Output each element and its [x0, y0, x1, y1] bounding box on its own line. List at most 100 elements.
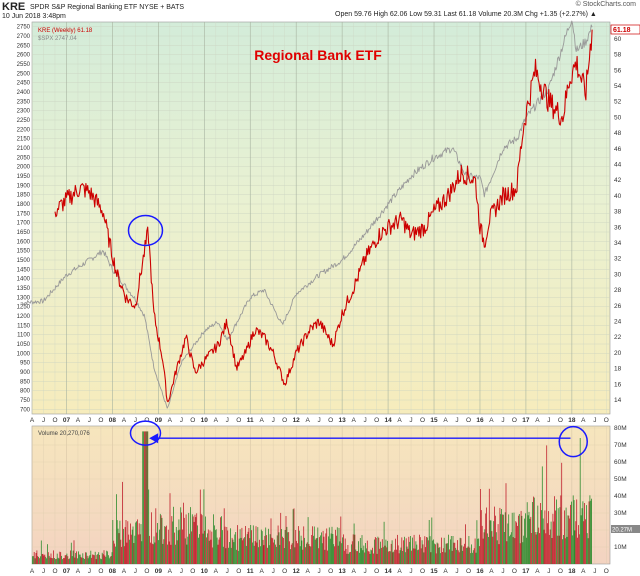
- volume-bar: [379, 548, 381, 564]
- volume-bar: [566, 536, 568, 564]
- volume-bar: [561, 462, 563, 564]
- volume-bar: [336, 527, 338, 564]
- x-tick-label: 09: [155, 568, 163, 575]
- volume-bar: [223, 508, 225, 564]
- x-tick-label: J: [134, 417, 137, 424]
- y-left-tick-label: 1050: [17, 342, 31, 348]
- y-right-tick-label: 38: [614, 209, 622, 216]
- x-tick-label: O: [190, 417, 195, 424]
- volume-bar: [404, 536, 405, 564]
- volume-bar: [366, 548, 367, 564]
- x-tick-label: O: [236, 417, 241, 424]
- volume-bar: [288, 532, 290, 564]
- volume-bar: [328, 527, 330, 564]
- volume-bar: [167, 529, 169, 564]
- volume-bar: [503, 532, 505, 564]
- legend-spx: $SPX 2747.04: [38, 36, 77, 42]
- volume-bar: [433, 539, 434, 564]
- y-left-tick-label: 950: [20, 361, 31, 367]
- volume-bar: [542, 518, 544, 564]
- volume-bar: [530, 516, 532, 564]
- volume-bar: [356, 551, 358, 564]
- volume-bar: [431, 517, 433, 564]
- volume-bar: [232, 539, 234, 564]
- volume-bar: [393, 551, 395, 564]
- volume-bar: [63, 558, 64, 564]
- volume-bar: [203, 489, 205, 564]
- volume-bar: [545, 533, 547, 564]
- volume-bar: [522, 542, 524, 564]
- volume-bar: [396, 549, 397, 564]
- volume-bar: [159, 529, 160, 564]
- volume-bar: [283, 548, 285, 564]
- volume-bar: [490, 520, 492, 564]
- y-left-tick-label: 1150: [17, 323, 31, 329]
- y-left-tick-label: 2100: [17, 146, 31, 152]
- volume-bar: [190, 507, 191, 564]
- volume-bar: [329, 538, 331, 564]
- x-tick-label: J: [455, 568, 458, 575]
- y-left-tick-label: 2550: [17, 62, 31, 68]
- volume-bar: [589, 495, 591, 564]
- volume-bar: [286, 526, 288, 564]
- volume-bar: [318, 548, 320, 564]
- volume-bar: [159, 513, 161, 564]
- volume-bar: [330, 533, 332, 564]
- volume-bar: [359, 538, 361, 564]
- volume-bar: [268, 545, 270, 564]
- y-right-tick-label: 28: [614, 287, 622, 294]
- y-left-tick-label: 2600: [17, 53, 31, 59]
- volume-bar: [370, 549, 372, 564]
- peak-circle-volume: [129, 420, 162, 446]
- y-left-tick-label: 1100: [17, 333, 31, 339]
- volume-bar: [199, 489, 201, 564]
- x-tick-label: O: [52, 568, 57, 575]
- x-tick-label: A: [30, 417, 35, 424]
- y-right-tick-label: 24: [614, 319, 622, 326]
- x-tick-label: J: [547, 417, 550, 424]
- y-left-tick-label: 1900: [17, 183, 31, 189]
- volume-bar: [211, 531, 213, 564]
- volume-bar: [132, 526, 134, 564]
- volume-bar: [558, 535, 560, 564]
- volume-bar: [123, 528, 124, 564]
- y-right-tick-label: 48: [614, 130, 622, 137]
- volume-bar: [550, 521, 552, 564]
- volume-bar: [219, 537, 221, 564]
- volume-bar: [376, 553, 378, 564]
- volume-bar: [491, 531, 493, 564]
- volume-bar: [455, 547, 457, 564]
- volume-bar: [255, 526, 257, 564]
- volume-tag: [611, 525, 640, 533]
- volume-bar: [233, 542, 235, 564]
- volume-bar: [66, 553, 68, 564]
- volume-bar: [343, 534, 344, 564]
- volume-bar: [260, 529, 262, 564]
- volume-bar: [82, 553, 84, 564]
- volume-bar: [35, 553, 37, 564]
- volume-bar: [297, 543, 298, 564]
- volume-bar: [445, 543, 447, 564]
- volume-bar: [160, 515, 162, 564]
- volume-bar: [584, 503, 585, 564]
- volume-bar: [529, 518, 531, 564]
- volume-bar: [485, 513, 487, 564]
- x-tick-label: 10: [201, 568, 209, 575]
- volume-bar: [32, 556, 34, 564]
- x-tick-label: 16: [476, 568, 484, 575]
- volume-bar: [196, 513, 198, 564]
- volume-bar: [271, 537, 273, 564]
- volume-bar: [87, 558, 89, 564]
- volume-bar: [425, 547, 426, 564]
- volume-bar: [123, 546, 125, 564]
- volume-bar: [38, 556, 39, 564]
- y-right-tick-label: 16: [614, 381, 622, 388]
- volume-bar: [316, 538, 318, 564]
- volume-bar: [472, 550, 474, 564]
- volume-bar: [74, 557, 76, 564]
- volume-bar: [517, 525, 518, 564]
- x-tick-label: 09: [155, 417, 163, 424]
- volume-bar: [560, 495, 562, 564]
- x-tick-label: 16: [476, 417, 484, 424]
